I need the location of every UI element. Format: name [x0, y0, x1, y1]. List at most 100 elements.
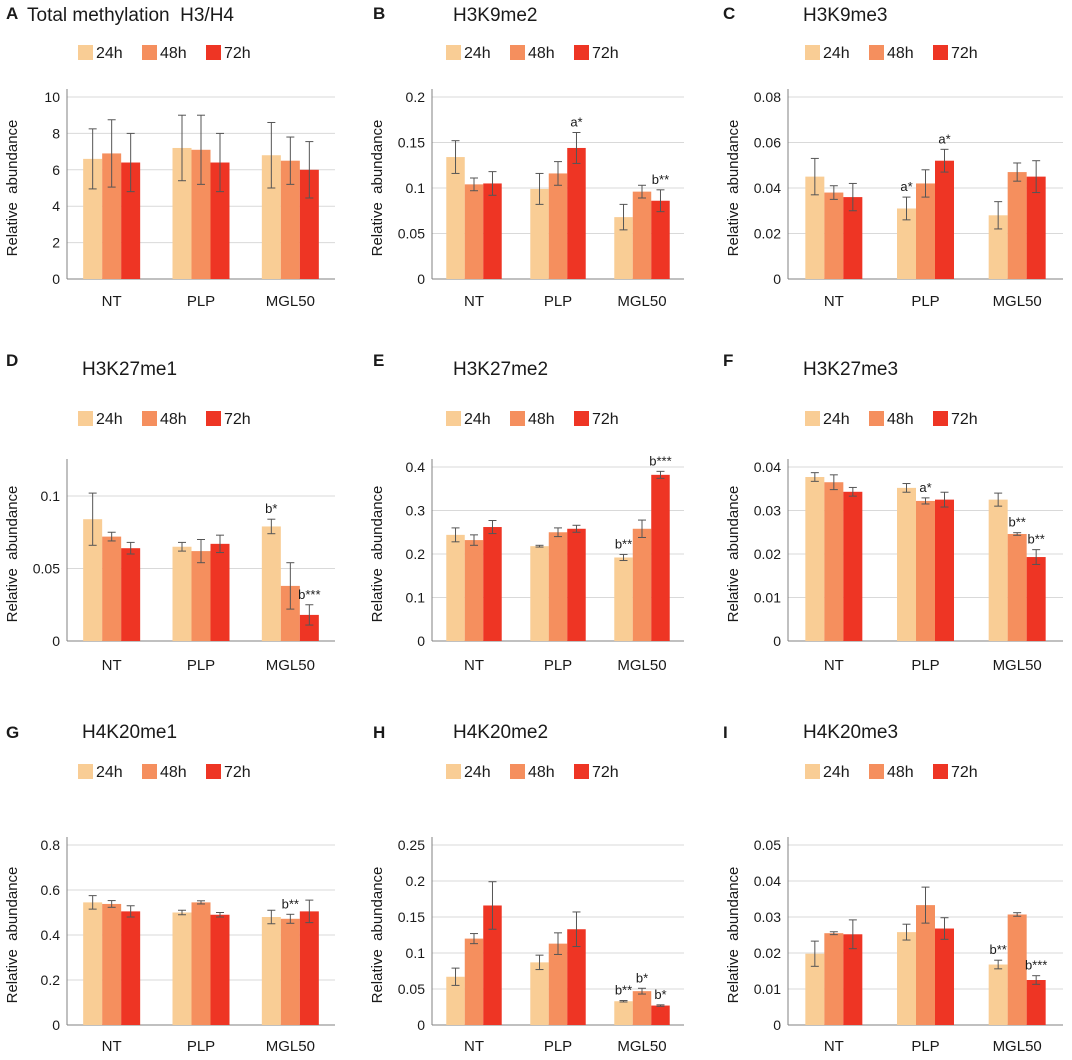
panel-b-bar-72h-mgl50: [651, 200, 670, 279]
panel-i-ytick-label: 0.04: [754, 873, 781, 889]
panel-c-legend-swatch-48h: [869, 45, 884, 60]
panel-i-bar-24h-mgl50: [988, 964, 1008, 1025]
panel-f-ytick-label: 0.01: [754, 590, 781, 606]
panel-a-bar-48h-mgl50: [280, 160, 300, 279]
panel-e-category-label: NT: [464, 657, 484, 674]
panel-d-legend-label-24h: 24h: [96, 411, 123, 428]
panel-i-ytick-label: 0.02: [754, 945, 781, 961]
panel-h-ytick-label: 0: [417, 1017, 425, 1033]
panel-a-ylabel: Relative abundance: [4, 120, 21, 257]
panel-h-bar-48h-plp: [548, 943, 568, 1025]
panel-d-legend-swatch-48h: [142, 411, 157, 426]
panel-h-bar-24h-mgl50: [614, 1001, 633, 1025]
panel-a-letter: A: [6, 4, 18, 23]
panel-c-letter: C: [723, 4, 735, 23]
panel-g-category-label: MGL50: [266, 1038, 315, 1055]
panel-c-bar-72h-nt: [843, 197, 863, 279]
panel-f-title: H3K27me3: [803, 359, 898, 380]
panel-h-ytick-label: 0.25: [398, 837, 425, 853]
panel-b-title: H3K9me2: [453, 5, 538, 26]
panel-b-legend-label-24h: 24h: [464, 45, 491, 62]
panel-c-significance-label: a*: [938, 131, 950, 146]
panel-g-bar-72h-plp: [210, 914, 230, 1025]
panel-e-ytick-label: 0.4: [406, 459, 426, 475]
panel-h-bar-24h-plp: [530, 962, 549, 1025]
panel-f-significance-label: b**: [1008, 515, 1025, 530]
panel-c: C H3K9me3 24h 48h 72h 0 0.02 0.04 0.06 0.08 Relati…: [723, 4, 1063, 310]
panel-e-ytick-label: 0.1: [406, 590, 426, 606]
panel-f-bar-72h-plp: [935, 499, 954, 641]
panel-b: B H3K9me2 24h 48h 72h 0 0.05 0.1 0.15 0.2 Relative…: [369, 4, 684, 310]
panel-e-bar-72h-plp: [567, 528, 586, 641]
panel-e-title: H3K27me2: [453, 359, 548, 380]
panel-h-bar-24h-nt: [446, 976, 465, 1025]
panel-e-legend-swatch-24h: [446, 411, 461, 426]
panel-e-legend-swatch-72h: [574, 411, 589, 426]
panel-d-category-label: NT: [102, 657, 122, 674]
panel-g-ytick-label: 0: [52, 1017, 60, 1033]
panel-a-ytick-label: 10: [44, 89, 60, 105]
panel-c-bar-24h-plp: [897, 208, 916, 279]
panel-b-legend-swatch-24h: [446, 45, 461, 60]
panel-f-category-label: MGL50: [993, 657, 1042, 674]
panel-c-bar-48h-plp: [916, 183, 935, 279]
panel-h-bar-48h-mgl50: [632, 991, 652, 1025]
panel-a-bar-48h-nt: [102, 153, 122, 279]
panel-h-title: H4K20me2: [453, 722, 548, 743]
panel-g-legend-label-24h: 24h: [96, 764, 123, 781]
panel-b-bar-48h-nt: [464, 184, 484, 279]
panel-d-ytick-label: 0.1: [41, 488, 61, 504]
panel-b-bar-48h-mgl50: [632, 191, 652, 279]
panel-h-bar-72h-nt: [483, 905, 502, 1025]
panel-d-bar-24h-plp: [172, 546, 192, 641]
panel-d-bar-48h-mgl50: [280, 585, 300, 641]
panel-h-bar-72h-mgl50: [651, 1005, 670, 1025]
panel-f-category-label: PLP: [911, 657, 939, 674]
panel-b-ytick-label: 0: [417, 271, 425, 287]
panel-i-ytick-label: 0.01: [754, 981, 781, 997]
panel-c-ytick-label: 0.08: [754, 89, 781, 105]
panel-f-legend-swatch-24h: [805, 411, 820, 426]
panel-a-legend-label-48h: 48h: [160, 45, 187, 62]
panel-a-ytick-label: 2: [52, 235, 60, 251]
panel-e-bar-72h-nt: [483, 527, 502, 641]
panel-e-legend-label-72h: 72h: [592, 411, 619, 428]
panel-f-bar-48h-plp: [916, 500, 935, 641]
panel-g-significance-label: b**: [282, 896, 299, 911]
panel-i-ytick-label: 0: [773, 1017, 781, 1033]
panel-e-bar-24h-nt: [446, 534, 465, 641]
panel-g-ytick-label: 0.4: [41, 927, 61, 943]
panel-h-significance-label: b*: [654, 987, 666, 1002]
panel-h-ytick-label: 0.1: [406, 945, 426, 961]
panel-g-legend-label-72h: 72h: [224, 764, 251, 781]
panel-g-legend-label-48h: 48h: [160, 764, 187, 781]
panel-a-legend-swatch-48h: [142, 45, 157, 60]
panel-d-legend-label-48h: 48h: [160, 411, 187, 428]
panel-a-title: Total methylation H3/H4: [27, 5, 234, 26]
panel-h-bar-72h-plp: [567, 929, 586, 1025]
panel-a-category-label: NT: [102, 293, 122, 310]
panel-e: E H3K27me2 24h 48h 72h 0 0.1 0.2 0.3 0.4 Relative …: [369, 351, 684, 674]
panel-i-legend-label-48h: 48h: [887, 764, 914, 781]
panel-a-bar-72h-nt: [121, 162, 141, 279]
panel-f-ytick-label: 0.02: [754, 546, 781, 562]
panel-g-ylabel: Relative abundance: [4, 867, 21, 1004]
panel-a-bar-24h-plp: [172, 147, 192, 279]
panel-i-category-label: NT: [824, 1038, 844, 1055]
panel-g-ytick-label: 0.8: [41, 837, 61, 853]
panel-g: G H4K20me1 24h 48h 72h 0 0.2 0.4 0.6 0.8 Relative …: [4, 722, 335, 1055]
panel-b-category-label: MGL50: [617, 293, 666, 310]
panel-d-category-label: MGL50: [266, 657, 315, 674]
panel-b-legend-label-72h: 72h: [592, 45, 619, 62]
panel-f-significance-label: b**: [1027, 532, 1044, 547]
panel-c-ytick-label: 0: [773, 271, 781, 287]
panel-c-bar-72h-plp: [935, 160, 954, 279]
panel-a-ytick-label: 6: [52, 162, 60, 178]
panel-i-legend-swatch-24h: [805, 764, 820, 779]
panel-i-bar-48h-plp: [916, 905, 935, 1025]
panel-f-legend-swatch-72h: [933, 411, 948, 426]
panel-e-ytick-label: 0.2: [406, 546, 426, 562]
panel-f-significance-label: a*: [919, 480, 931, 495]
panel-a-ytick-label: 8: [52, 125, 60, 141]
panel-f-bar-48h-nt: [824, 482, 844, 641]
